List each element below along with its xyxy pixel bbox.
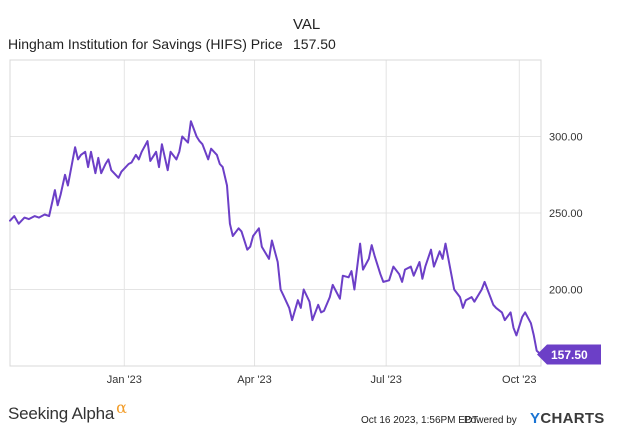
- chart-grid: [10, 60, 541, 366]
- x-tick-label: Oct '23: [502, 374, 537, 386]
- brand-name: Seeking Alpha: [8, 404, 115, 423]
- series-name-label: Hingham Institution for Savings (HIFS) P…: [8, 36, 283, 52]
- x-tick-label: Apr '23: [237, 374, 272, 386]
- series-price-value: 157.50: [293, 36, 336, 52]
- ycharts-wordmark: CHARTS: [540, 410, 605, 427]
- seeking-alpha-logo[interactable]: Seeking Alpha α: [8, 398, 127, 424]
- y-tick-label: 250.00: [549, 208, 583, 220]
- powered-by-label: Powered by: [464, 415, 517, 426]
- x-tick-label: Jan '23: [107, 374, 142, 386]
- plot-frame: [9, 59, 542, 367]
- x-axis-ticks: Jan '23 Apr '23 Jul '23 Oct '23: [107, 374, 537, 386]
- last-value-tag: 157.50: [537, 344, 601, 365]
- y-tick-label: 200.00: [549, 285, 583, 297]
- timestamp: Oct 16 2023, 1:56PM EDT.: [361, 415, 480, 426]
- y-axis-ticks: 200.00 250.00 300.00: [549, 132, 583, 297]
- ycharts-y-mark: Y: [530, 410, 541, 427]
- y-tick-label: 300.00: [549, 132, 583, 144]
- last-value-badge: [537, 344, 601, 365]
- price-series-line: [9, 120, 542, 356]
- column-header-val: VAL: [293, 16, 321, 33]
- ycharts-logo[interactable]: YCHARTS: [530, 410, 605, 427]
- x-tick-label: Jul '23: [370, 374, 401, 386]
- last-value-label: 157.50: [551, 348, 588, 362]
- alpha-mark-icon: α: [116, 398, 127, 417]
